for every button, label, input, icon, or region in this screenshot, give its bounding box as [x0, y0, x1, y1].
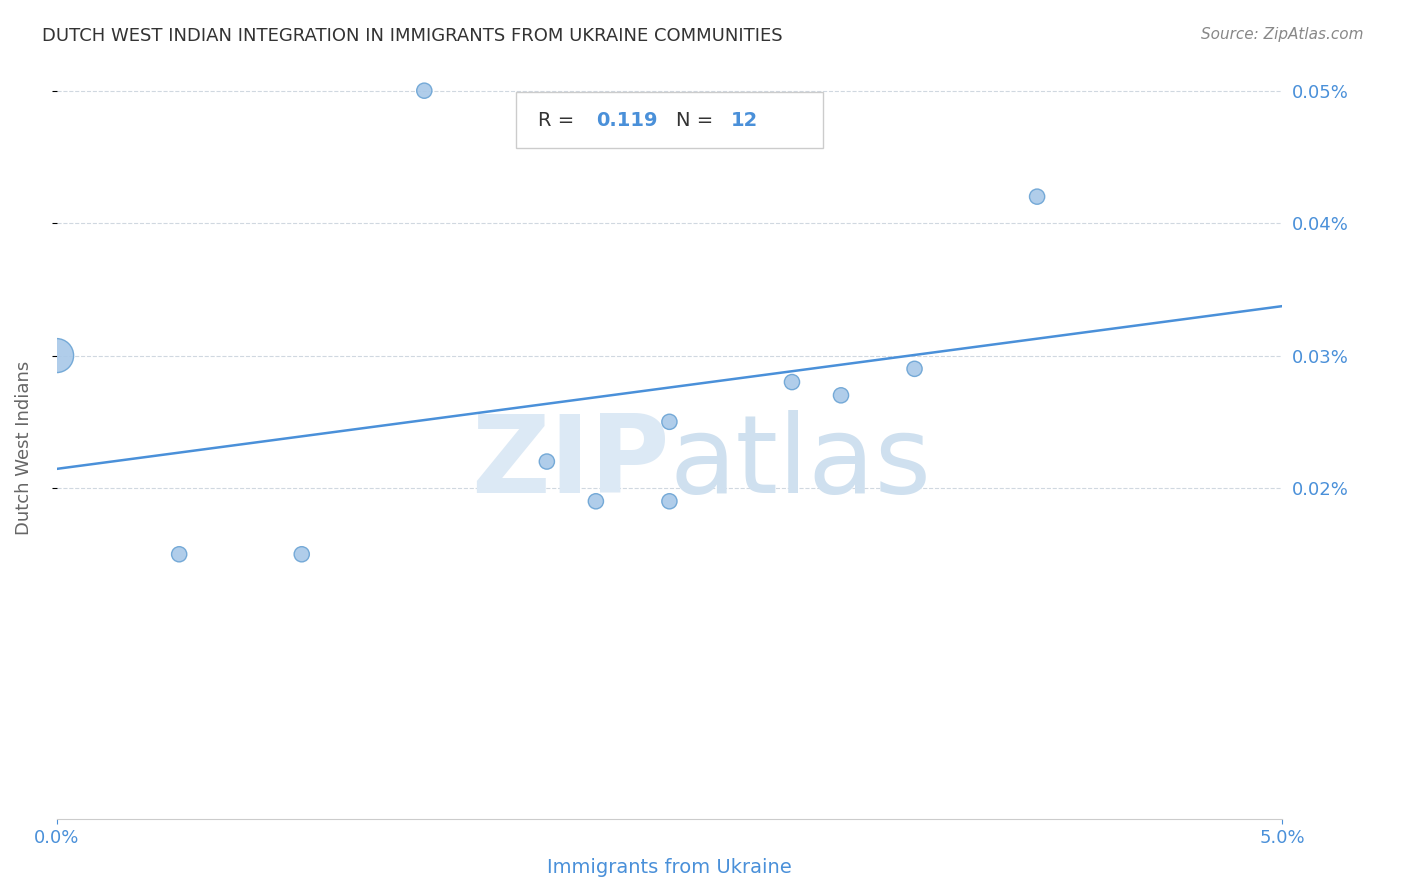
Point: [780, 375, 803, 389]
Y-axis label: Dutch West Indians: Dutch West Indians: [15, 361, 32, 535]
Point: [536, 454, 558, 468]
Text: ZIP: ZIP: [471, 410, 669, 516]
Point: [45, 349, 67, 363]
Point: [167, 547, 190, 561]
Point: [830, 388, 852, 402]
Point: [658, 415, 681, 429]
FancyBboxPatch shape: [516, 92, 823, 148]
Point: [291, 547, 314, 561]
Text: atlas: atlas: [669, 410, 931, 516]
Point: [903, 361, 925, 376]
Point: [413, 84, 436, 98]
Text: N =: N =: [675, 111, 718, 129]
Text: 0.119: 0.119: [596, 111, 658, 129]
Text: R =: R =: [538, 111, 581, 129]
Point: [1026, 189, 1049, 203]
Point: [658, 494, 681, 508]
Text: DUTCH WEST INDIAN INTEGRATION IN IMMIGRANTS FROM UKRAINE COMMUNITIES: DUTCH WEST INDIAN INTEGRATION IN IMMIGRA…: [42, 27, 783, 45]
X-axis label: Immigrants from Ukraine: Immigrants from Ukraine: [547, 858, 792, 877]
Text: Source: ZipAtlas.com: Source: ZipAtlas.com: [1201, 27, 1364, 42]
Text: 12: 12: [731, 111, 758, 129]
Point: [585, 494, 607, 508]
